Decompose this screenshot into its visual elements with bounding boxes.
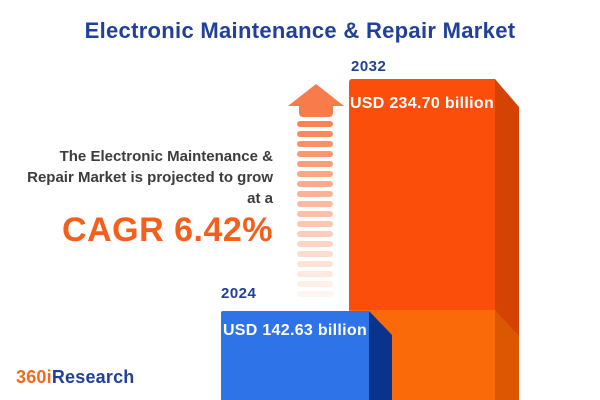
growth-arrow-icon	[288, 84, 344, 297]
bar-2032-value-label: USD 234.70 billion	[349, 95, 495, 112]
bar-2024-side	[369, 311, 392, 400]
arrow-fading-shaft	[297, 121, 333, 297]
arrow-head	[288, 84, 344, 106]
bar-2032-front-upper	[349, 79, 495, 310]
logo: 360iResearch	[16, 367, 135, 388]
description-line-3: at a	[247, 190, 273, 207]
bar-2032-year-label: 2032	[351, 58, 387, 75]
page-title: Electronic Maintenance & Repair Market	[84, 18, 516, 43]
bar-2024-front	[221, 311, 369, 400]
logo-360i: 360i	[16, 367, 52, 387]
description-line-1: The Electronic Maintenance &	[59, 148, 273, 165]
cagr-value: CAGR 6.42%	[62, 211, 273, 249]
arrow-neck	[299, 101, 333, 117]
logo-research: Research	[51, 367, 135, 387]
description-line-2: Repair Market is projected to grow	[27, 169, 273, 186]
bar-2024-year-label: 2024	[221, 285, 257, 302]
growth-description: The Electronic Maintenance & Repair Mark…	[8, 146, 273, 249]
bar-2024-value-label: USD 142.63 billion	[222, 322, 368, 339]
